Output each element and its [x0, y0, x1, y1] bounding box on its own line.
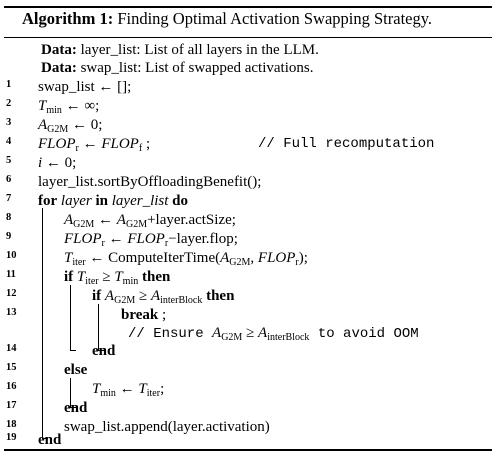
code-line-19: 19 end [0, 429, 496, 451]
code-line-13-comment: // Ensure AG2M ≥ AinterBlock to avoid OO… [0, 322, 496, 344]
line-number: 2 [6, 98, 12, 109]
code-line-2: 2 Tmin ← ∞; [0, 95, 496, 117]
algorithm-title: Algorithm 1: Finding Optimal Activation … [22, 9, 432, 29]
code-line-14: 14 end [0, 340, 496, 362]
line-number: 17 [6, 400, 17, 411]
code-text: layer_list.sortByOffloadingBenefit(); [38, 174, 262, 190]
inner-if-block-line [98, 304, 99, 350]
line-number: 12 [6, 288, 17, 299]
code-line-9: 9 FLOPr ← FLOPr−layer.flop; [0, 228, 496, 250]
line-number: 13 [6, 307, 17, 318]
code-line-6: 6 layer_list.sortByOffloadingBenefit(); [0, 171, 496, 193]
code-text: Titer ← ComputeIterTime(AG2M, FLOPr); [64, 250, 308, 268]
data-keyword: Data: [41, 42, 77, 58]
code-text: Tmin ← Titer; [92, 381, 165, 399]
algorithm-label: Algorithm 1: [22, 9, 114, 28]
else-block-line [70, 378, 71, 407]
line-number: 5 [6, 155, 12, 166]
code-line-11: 11 if Titer ≥ Tmin then [0, 266, 496, 288]
code-text: Tmin ← ∞; [38, 98, 100, 116]
code-text: AG2M ← 0; [38, 117, 103, 135]
for-block-line [42, 208, 43, 438]
code-text: i ← 0; [38, 155, 77, 171]
code-text: swap_list.append(layer.activation) [64, 419, 270, 435]
code-line-12: 12 if AG2M ≥ AinterBlock then [0, 285, 496, 307]
title-rule [4, 37, 492, 38]
line-number: 8 [6, 212, 12, 223]
line-number: 9 [6, 231, 12, 242]
code-comment: // Full recomputation [258, 136, 435, 152]
code-line-13: 13 break ; [0, 304, 496, 326]
code-text: if Titer ≥ Tmin then [64, 269, 171, 287]
for-block-end-tick [42, 438, 48, 439]
code-line-1: 1 swap_list ← []; [0, 76, 496, 98]
line-number: 18 [6, 419, 17, 430]
if-block-line [70, 285, 71, 350]
bottom-rule [4, 449, 492, 451]
code-text: end [38, 432, 62, 448]
line-number: 15 [6, 362, 17, 373]
code-text: FLOPr ← FLOPf ; [38, 136, 151, 154]
code-line-15: 15 else [0, 359, 496, 381]
code-text: FLOPr ← FLOPr−layer.flop; [64, 231, 238, 249]
code-comment: // Ensure AG2M ≥ AinterBlock to avoid OO… [128, 325, 419, 343]
code-line-18: 18 swap_list.append(layer.activation) [0, 416, 496, 438]
line-number: 16 [6, 381, 17, 392]
line-number: 10 [6, 250, 17, 261]
code-text: for layer in layer_list do [38, 193, 189, 209]
code-text: end [92, 343, 116, 359]
code-line-17: 17 end [0, 397, 496, 419]
data-line-2: Data: swap_list: List of swapped activat… [0, 57, 496, 79]
code-line-7: 7 for layer in layer_list do [0, 190, 496, 212]
line-number: 14 [6, 343, 17, 354]
inner-if-block-end-tick [98, 350, 104, 351]
line-number: 1 [6, 79, 12, 90]
code-line-4: 4 FLOPr ← FLOPf ; // Full recomputation [0, 133, 496, 155]
code-line-8: 8 AG2M ← AG2M+layer.actSize; [0, 209, 496, 231]
code-text: end [64, 400, 88, 416]
top-rule [4, 6, 492, 8]
data-text: swap_list: List of swapped activations. [80, 60, 314, 76]
data-keyword: Data: [41, 60, 77, 76]
if-block-end-tick [70, 350, 76, 351]
line-number: 11 [6, 269, 16, 280]
line-number: 19 [6, 432, 17, 443]
code-line-10: 10 Titer ← ComputeIterTime(AG2M, FLOPr); [0, 247, 496, 269]
line-number: 3 [6, 117, 12, 128]
code-line-16: 16 Tmin ← Titer; [0, 378, 496, 400]
line-number: 7 [6, 193, 12, 204]
code-line-5: 5 i ← 0; [0, 152, 496, 174]
data-line-1: Data: layer_list: List of all layers in … [0, 39, 496, 61]
algorithm-caption: Finding Optimal Activation Swapping Stra… [117, 9, 433, 28]
code-line-3: 3 AG2M ← 0; [0, 114, 496, 136]
line-number: 6 [6, 174, 12, 185]
line-number: 4 [6, 136, 12, 147]
code-text: swap_list ← []; [38, 79, 132, 95]
code-text: break ; [121, 307, 167, 323]
data-text: layer_list: List of all layers in the LL… [80, 42, 319, 58]
else-block-end-tick [70, 407, 76, 408]
code-text: AG2M ← AG2M+layer.actSize; [64, 212, 236, 230]
code-text: else [64, 362, 88, 378]
code-text: if AG2M ≥ AinterBlock then [92, 288, 235, 306]
